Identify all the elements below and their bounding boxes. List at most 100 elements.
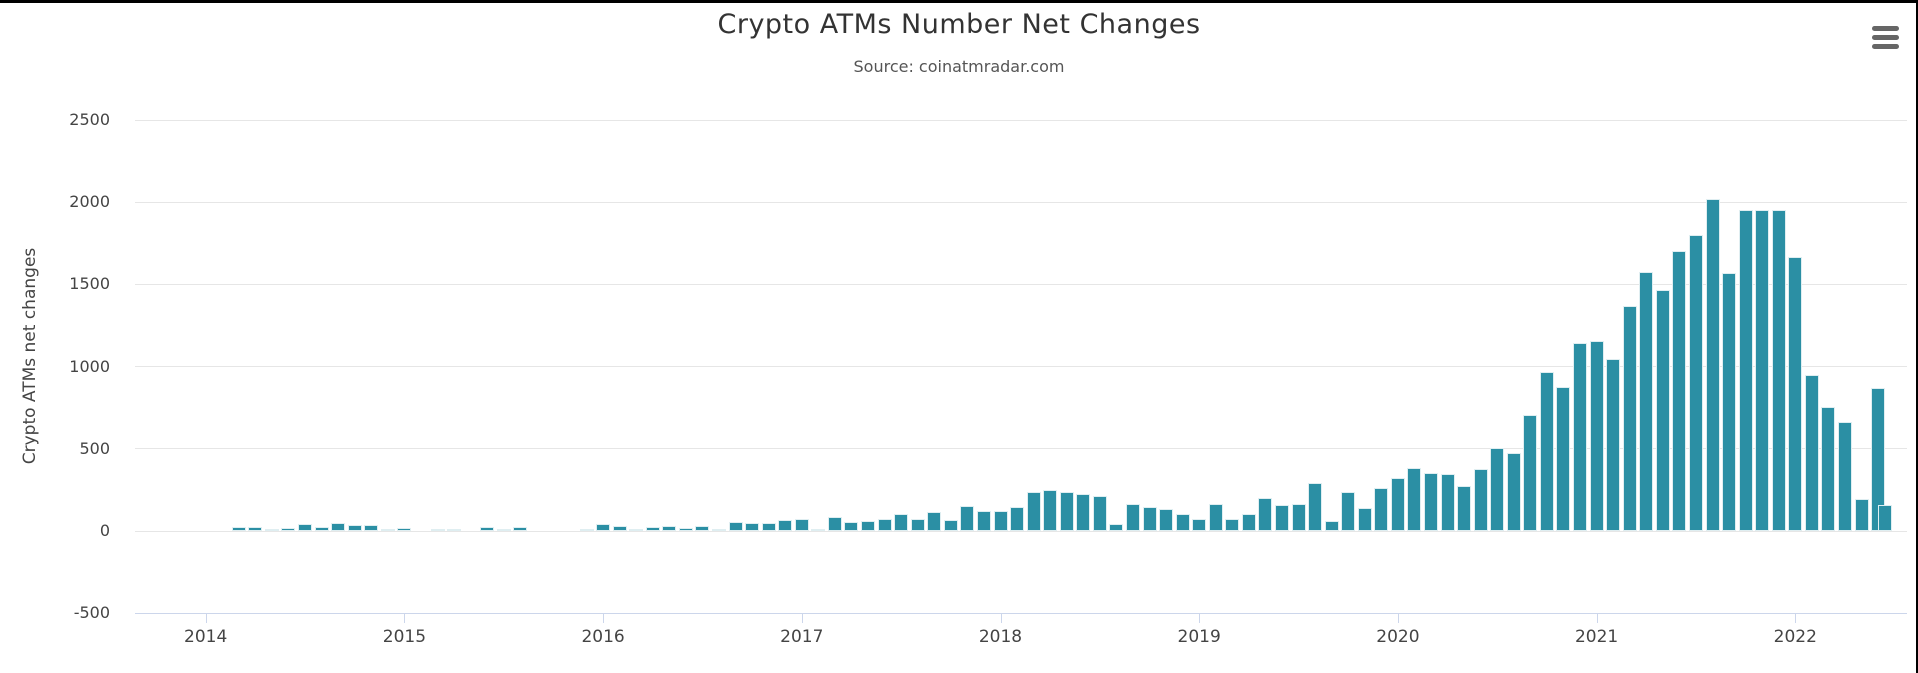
bar[interactable] (1457, 486, 1471, 531)
bar[interactable] (1623, 306, 1637, 531)
bar[interactable] (1225, 519, 1239, 531)
bar[interactable] (878, 519, 892, 531)
bar[interactable] (1706, 199, 1720, 531)
bar[interactable] (1739, 210, 1753, 531)
bar[interactable] (1159, 509, 1173, 531)
bar[interactable] (844, 522, 858, 531)
bar[interactable] (1292, 504, 1306, 531)
bar[interactable] (513, 527, 527, 531)
bar[interactable] (811, 529, 825, 531)
bar[interactable] (927, 512, 941, 531)
export-menu-button[interactable] (1872, 21, 1904, 53)
y-axis-tick-label: 2500 (69, 110, 110, 130)
bar[interactable] (1407, 468, 1421, 531)
bar[interactable] (629, 529, 643, 531)
bar[interactable] (695, 526, 709, 531)
bar[interactable] (1523, 415, 1537, 531)
bar[interactable] (1490, 448, 1504, 531)
bar[interactable] (1788, 257, 1802, 531)
bar[interactable] (1093, 496, 1107, 531)
bar[interactable] (331, 523, 345, 531)
bar[interactable] (298, 524, 312, 531)
bar[interactable] (480, 527, 494, 531)
bar[interactable] (1341, 492, 1355, 531)
bar[interactable] (1606, 359, 1620, 531)
bar[interactable] (447, 529, 461, 531)
bar[interactable] (1507, 453, 1521, 531)
bar[interactable] (745, 523, 759, 531)
bar[interactable] (1755, 210, 1769, 531)
bar[interactable] (1258, 498, 1272, 531)
bar[interactable] (762, 523, 776, 531)
bar[interactable] (795, 519, 809, 531)
bar[interactable] (1176, 514, 1190, 531)
bar[interactable] (1010, 507, 1024, 531)
bar[interactable] (861, 521, 875, 531)
bar[interactable] (1590, 341, 1604, 531)
bar[interactable] (364, 525, 378, 531)
bar[interactable] (1374, 488, 1388, 531)
bar[interactable] (1540, 372, 1554, 531)
bar[interactable] (1043, 490, 1057, 531)
bar[interactable] (1722, 273, 1736, 531)
bar[interactable] (1325, 521, 1339, 531)
bar[interactable] (281, 528, 295, 531)
bar[interactable] (894, 514, 908, 531)
bar[interactable] (1855, 499, 1869, 531)
bar[interactable] (1275, 505, 1289, 531)
bar[interactable] (431, 529, 445, 531)
bar[interactable] (265, 529, 279, 531)
bar[interactable] (1027, 492, 1041, 531)
bar[interactable] (1424, 473, 1438, 531)
bar[interactable] (977, 511, 991, 531)
bar[interactable] (1639, 272, 1653, 531)
bar[interactable] (944, 520, 958, 531)
bar[interactable] (1308, 483, 1322, 531)
bar[interactable] (994, 511, 1008, 531)
bar[interactable] (1573, 343, 1587, 531)
bar[interactable] (1656, 290, 1670, 531)
hamburger-menu-icon (1872, 43, 1899, 49)
bar[interactable] (613, 526, 627, 531)
bar[interactable] (1358, 508, 1372, 531)
bar[interactable] (960, 506, 974, 531)
bar[interactable] (1556, 387, 1570, 531)
bar[interactable] (1076, 494, 1090, 531)
bar[interactable] (232, 527, 246, 531)
bar[interactable] (1672, 251, 1686, 531)
bar[interactable] (1821, 407, 1835, 531)
bar[interactable] (1192, 519, 1206, 531)
bar[interactable] (778, 520, 792, 531)
bar[interactable] (1143, 507, 1157, 531)
bar[interactable] (1838, 422, 1852, 531)
bar[interactable] (1474, 469, 1488, 531)
bar[interactable] (729, 522, 743, 531)
bar[interactable] (1689, 235, 1703, 531)
bar[interactable] (315, 527, 329, 531)
bar[interactable] (397, 528, 411, 531)
bar[interactable] (381, 529, 395, 531)
bar[interactable] (1060, 492, 1074, 531)
bar[interactable] (828, 517, 842, 531)
bar[interactable] (1772, 210, 1786, 531)
bar[interactable] (1109, 524, 1123, 531)
bar[interactable] (1391, 478, 1405, 531)
bar[interactable] (712, 529, 726, 531)
bar[interactable] (646, 527, 660, 531)
bar[interactable] (348, 525, 362, 531)
bar[interactable] (1242, 514, 1256, 531)
bar[interactable] (1209, 504, 1223, 531)
window-top-border (0, 0, 1918, 3)
bar[interactable] (679, 528, 693, 531)
bar[interactable] (1441, 474, 1455, 531)
y-axis-tick-label: -500 (73, 603, 110, 623)
bar[interactable] (248, 527, 262, 531)
bar[interactable] (596, 524, 610, 531)
bar[interactable] (580, 529, 594, 531)
bar[interactable] (1805, 375, 1819, 531)
bar[interactable] (1126, 504, 1140, 531)
bar[interactable] (911, 519, 925, 531)
bar[interactable] (1878, 505, 1892, 531)
bar[interactable] (662, 526, 676, 531)
bar[interactable] (497, 529, 511, 531)
